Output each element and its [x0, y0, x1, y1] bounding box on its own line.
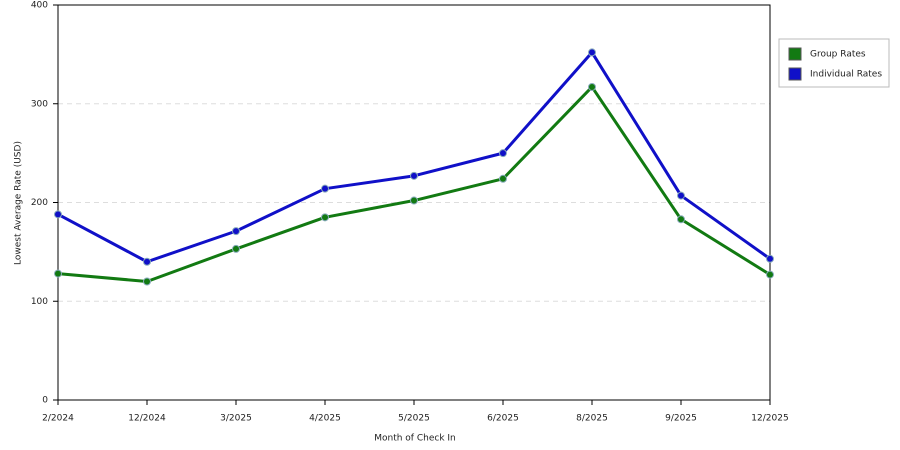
x-tick-label: 12/2024 [128, 414, 166, 424]
y-tick-label: 400 [31, 1, 48, 11]
data-point [410, 171, 418, 180]
data-point [499, 174, 507, 183]
data-point [588, 82, 596, 91]
x-tick-label: 9/2025 [665, 414, 697, 424]
data-point [321, 213, 329, 222]
y-tick-label: 300 [31, 99, 48, 109]
x-tick-label: 2/2024 [42, 414, 74, 424]
x-tick-label: 5/2025 [398, 414, 430, 424]
x-tick-label: 12/2025 [751, 414, 788, 424]
legend-swatch [788, 67, 802, 81]
data-point [54, 210, 62, 219]
series-line [57, 85, 771, 283]
x-tick-label: 3/2025 [220, 414, 252, 424]
y-axis-label: Lowest Average Rate (USD) [14, 141, 24, 265]
data-point [410, 196, 418, 205]
legend-swatch [788, 47, 802, 61]
data-point [54, 269, 62, 278]
x-tick-label: 6/2025 [487, 414, 519, 424]
x-tick-label: 8/2025 [576, 414, 608, 424]
data-point [232, 227, 240, 236]
x-tick-label: 4/2025 [309, 414, 341, 424]
data-point [143, 277, 151, 286]
data-point [766, 254, 774, 263]
data-point [677, 215, 685, 224]
series-line [57, 50, 771, 264]
data-point [588, 48, 596, 57]
data-point [143, 257, 151, 266]
legend-label: Group Rates [810, 50, 866, 60]
data-point [499, 149, 507, 158]
y-tick-label: 0 [42, 396, 48, 406]
data-point [677, 191, 685, 200]
data-point [766, 270, 774, 279]
y-tick-label: 200 [31, 198, 48, 208]
x-axis-label: Month of Check In [374, 434, 456, 444]
y-tick-label: 100 [31, 297, 48, 307]
data-point [232, 244, 240, 253]
data-point [321, 184, 329, 193]
legend-label: Individual Rates [810, 70, 882, 80]
